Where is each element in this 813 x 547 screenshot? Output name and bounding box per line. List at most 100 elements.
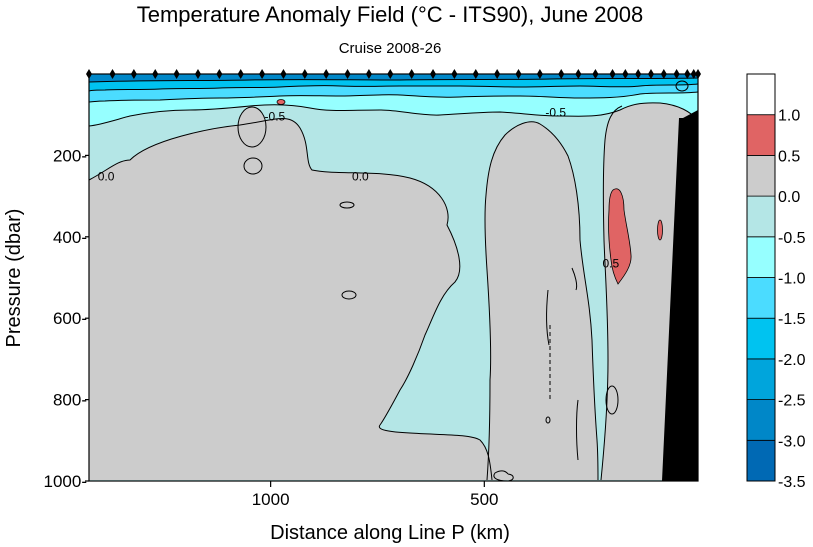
x-axis-ticks: 1000 500 [252, 481, 499, 509]
field-pocket-grey-2 [244, 158, 262, 174]
chart-subtitle: Cruise 2008-26 [339, 40, 442, 57]
y-axis-title: Pressure (dbar) [3, 209, 25, 348]
station-marker [609, 69, 616, 79]
colorbar-label: 0.0 [778, 189, 800, 206]
chart-title: Temperature Anomaly Field (°C - ITS90), … [137, 2, 643, 27]
station-marker [472, 69, 479, 79]
x-tick-label: 500 [470, 490, 498, 509]
station-marker [301, 69, 308, 79]
contour-labels: -0.5 -0.5 0.0 0.0 0.5 [98, 105, 620, 270]
contour-line-neg-1p5 [89, 83, 698, 92]
y-tick-label: 800- [53, 391, 87, 410]
colorbar: -3.5 -3.0 -2.5 -2.0 -1.5 -1.0 -0.5 0.0 0.5 1.0 [746, 73, 806, 491]
colorbar-swatch [746, 114, 776, 156]
y-tick-label: 1000- [44, 472, 87, 491]
contour-line-0p0-center [484, 121, 599, 481]
colorbar-swatch [746, 73, 776, 116]
station-marker [690, 69, 697, 79]
station-marker [173, 69, 180, 79]
contour-small-1 [546, 289, 550, 346]
contour-label: -0.5 [265, 109, 286, 123]
station-marker [216, 69, 223, 79]
colorbar-label: 1.0 [778, 108, 800, 125]
station-marker [365, 69, 372, 79]
colorbar-swatch [746, 277, 776, 319]
field-region-warm-4 [276, 99, 286, 105]
plot-area [89, 74, 698, 481]
station-marker [408, 69, 415, 79]
contour-line-neg-0p5 [89, 102, 698, 127]
station-marker [635, 69, 642, 79]
contour-small-6 [545, 416, 551, 424]
colorbar-label: -3.5 [778, 474, 806, 491]
seafloor [662, 110, 698, 481]
field-region-grey-center [484, 121, 598, 480]
station-marker [86, 69, 92, 79]
station-marker [536, 69, 543, 79]
contour-small-10 [576, 399, 579, 461]
field-region-grey-west [89, 118, 492, 480]
contour-lines [89, 77, 698, 481]
colorbar-label: -2.5 [778, 393, 806, 410]
station-marker [451, 69, 458, 79]
colorbar-label: -0.5 [778, 230, 806, 247]
station-marker [575, 69, 582, 79]
station-marker [592, 69, 599, 79]
contour-small-7 [675, 80, 689, 92]
station-marker [194, 69, 201, 79]
station-marker [259, 69, 266, 79]
colorbar-swatch [746, 358, 776, 400]
field-pocket-grey-1 [238, 107, 266, 147]
contour-small-8 [493, 470, 514, 481]
colorbar-swatch [746, 439, 776, 482]
station-marker [387, 69, 394, 79]
colorbar-frame [746, 73, 776, 482]
contour-line-0p0-pocket-2 [243, 157, 263, 175]
field-region-warm-2 [657, 219, 663, 241]
station-marker [515, 69, 522, 79]
station-markers [86, 69, 701, 79]
contour-small-4 [339, 201, 355, 209]
station-marker [494, 69, 501, 79]
y-axis-ticks: 200- 400- 600- 800- 1000- [44, 146, 89, 491]
station-marker [673, 69, 680, 79]
station-marker [152, 69, 159, 79]
station-marker [622, 69, 629, 79]
colorbar-swatch [746, 317, 776, 360]
colorbar-swatch [746, 399, 776, 441]
plot-frame [88, 73, 699, 482]
field-region-warm-1 [608, 188, 632, 285]
contour-small-5 [605, 385, 619, 415]
contour-label: 0.5 [602, 256, 619, 270]
station-marker [323, 69, 330, 79]
contour-line-0p0-west [89, 118, 493, 481]
station-marker [344, 69, 351, 79]
colorbar-label: 0.5 [778, 148, 800, 165]
station-marker [660, 69, 667, 79]
contour-line-0p0-pocket-1 [237, 106, 267, 148]
station-marker [280, 69, 287, 79]
colorbar-label: -1.5 [778, 311, 806, 328]
y-tick-label: 600- [53, 309, 87, 328]
colorbar-label: -1.0 [778, 271, 806, 288]
contour-label: 0.0 [352, 170, 369, 184]
station-marker [130, 69, 137, 79]
contour-label: 0.0 [98, 170, 115, 184]
contour-small-3 [341, 290, 357, 300]
contour-line-0p0-east [600, 105, 623, 481]
station-marker [647, 69, 654, 79]
contour-line-neg-2p0 [89, 77, 698, 83]
x-tick-label: 1000 [252, 490, 290, 509]
contour-line-neg-1p0 [89, 91, 698, 103]
station-marker [695, 69, 701, 79]
colorbar-label: -3.0 [778, 433, 806, 450]
station-marker [430, 69, 437, 79]
contour-small-2 [571, 267, 578, 291]
station-marker [558, 69, 565, 79]
y-tick-label: 400- [53, 228, 87, 247]
x-axis-title: Distance along Line P (km) [270, 522, 510, 544]
colorbar-label: -2.0 [778, 352, 806, 369]
colorbar-swatch [746, 236, 776, 278]
station-marker [109, 69, 116, 79]
